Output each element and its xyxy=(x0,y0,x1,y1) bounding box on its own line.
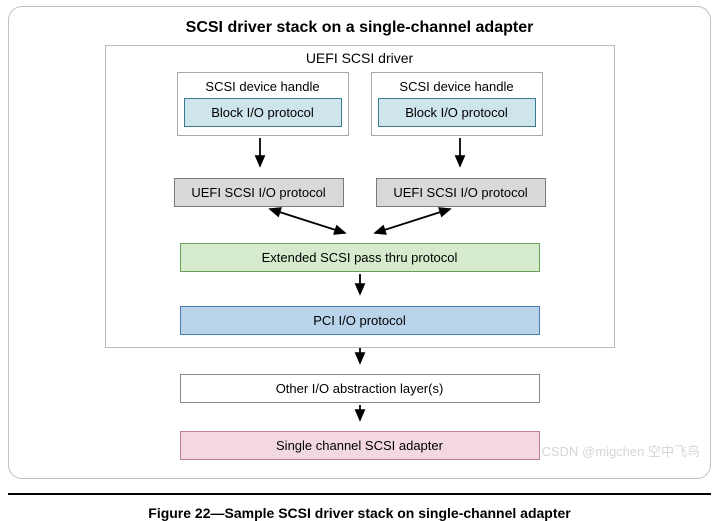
arrows-scsi-to-extended xyxy=(160,207,560,237)
block-io-protocol-right: Block I/O protocol xyxy=(378,98,536,127)
adapter-label: Single channel SCSI adapter xyxy=(276,438,443,453)
arrow-extended-to-pci xyxy=(340,272,380,300)
scsi-device-handle-left: SCSI device handle Block I/O protocol xyxy=(177,72,349,136)
arrow-other-to-adapter xyxy=(340,403,380,425)
figure-caption: Figure 22—Sample SCSI driver stack on si… xyxy=(0,505,719,521)
block-io-label: Block I/O protocol xyxy=(211,105,314,120)
extended-label: Extended SCSI pass thru protocol xyxy=(262,250,458,265)
scsi-device-handle-right: SCSI device handle Block I/O protocol xyxy=(371,72,543,136)
scsi-io-label: UEFI SCSI I/O protocol xyxy=(393,185,527,200)
arrows-block-to-scsi xyxy=(160,136,560,172)
extended-scsi-pass-thru-protocol: Extended SCSI pass thru protocol xyxy=(180,243,540,272)
figure-frame: SCSI driver stack on a single-channel ad… xyxy=(8,6,711,479)
figure-title: SCSI driver stack on a single-channel ad… xyxy=(27,19,692,37)
watermark-text: CSDN @migchen 空中飞鸟 xyxy=(542,441,700,460)
pci-io-protocol: PCI I/O protocol xyxy=(180,306,540,335)
device-handle-label: SCSI device handle xyxy=(378,79,536,94)
block-io-protocol-left: Block I/O protocol xyxy=(184,98,342,127)
scsi-io-label: UEFI SCSI I/O protocol xyxy=(191,185,325,200)
other-io-abstraction-layers: Other I/O abstraction layer(s) xyxy=(180,374,540,403)
uefi-scsi-driver-box: UEFI SCSI driver SCSI device handle Bloc… xyxy=(105,45,615,348)
uefi-scsi-io-protocol-left: UEFI SCSI I/O protocol xyxy=(174,178,344,207)
scsi-io-protocol-row: UEFI SCSI I/O protocol UEFI SCSI I/O pro… xyxy=(120,178,600,207)
other-io-label: Other I/O abstraction layer(s) xyxy=(276,381,444,396)
single-channel-scsi-adapter: Single channel SCSI adapter xyxy=(180,431,540,460)
uefi-driver-label: UEFI SCSI driver xyxy=(106,50,614,66)
device-handle-row: SCSI device handle Block I/O protocol SC… xyxy=(120,72,600,136)
arrow-pci-to-other xyxy=(340,348,380,368)
uefi-scsi-io-protocol-right: UEFI SCSI I/O protocol xyxy=(376,178,546,207)
pci-io-label: PCI I/O protocol xyxy=(313,313,405,328)
device-handle-label: SCSI device handle xyxy=(184,79,342,94)
caption-divider xyxy=(8,493,711,495)
block-io-label: Block I/O protocol xyxy=(405,105,508,120)
